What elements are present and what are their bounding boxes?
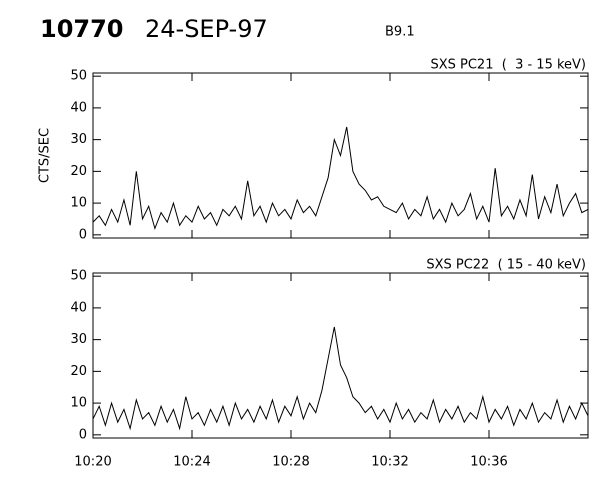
y-tick-label: 30 bbox=[70, 332, 87, 347]
y-tick-label: 40 bbox=[70, 100, 87, 115]
x-tick-label: 10:24 bbox=[173, 455, 210, 470]
obs-date: 24-SEP-97 bbox=[145, 15, 268, 43]
goes-class: B9.1 bbox=[385, 25, 415, 40]
y-tick-label: 50 bbox=[70, 69, 87, 84]
y-tick-label: 10 bbox=[70, 196, 87, 211]
plot-frame bbox=[92, 272, 589, 439]
y-tick-label: 20 bbox=[70, 364, 87, 379]
y-tick-label: 30 bbox=[70, 132, 87, 147]
x-tick-label: 10:32 bbox=[371, 455, 408, 470]
y-tick-label: 20 bbox=[70, 164, 87, 179]
data-line bbox=[92, 126, 589, 231]
x-tick-label: 10:20 bbox=[74, 455, 111, 470]
obs-id: 10770 bbox=[40, 15, 124, 43]
panel-title: SXS PC22 ( 15 - 40 keV) bbox=[426, 258, 586, 273]
y-tick-label: 50 bbox=[70, 269, 87, 284]
x-tick-label: 10:28 bbox=[272, 455, 309, 470]
x-tick-label: 10:36 bbox=[470, 455, 507, 470]
y-tick-label: 40 bbox=[70, 300, 87, 315]
data-line bbox=[92, 326, 589, 431]
y-tick-label: 0 bbox=[79, 427, 87, 442]
y-tick-label: 0 bbox=[79, 227, 87, 242]
y-tick-label: 10 bbox=[70, 396, 87, 411]
plot-frame bbox=[92, 72, 589, 239]
panel-title: SXS PC21 ( 3 - 15 keV) bbox=[430, 58, 586, 73]
y-axis-label: CTS/SEC bbox=[38, 128, 53, 183]
